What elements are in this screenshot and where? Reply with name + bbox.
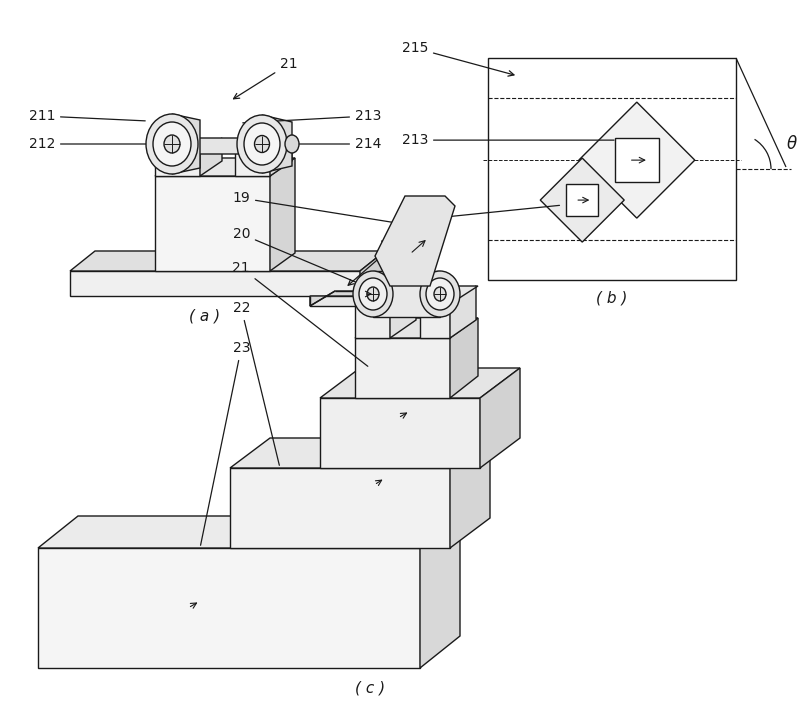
Text: 215: 215	[402, 41, 514, 76]
Polygon shape	[172, 114, 200, 174]
Ellipse shape	[153, 122, 191, 166]
Polygon shape	[450, 286, 476, 338]
Polygon shape	[155, 151, 200, 176]
Polygon shape	[420, 301, 450, 338]
Polygon shape	[420, 516, 460, 668]
Polygon shape	[230, 438, 490, 468]
Ellipse shape	[164, 135, 180, 153]
Polygon shape	[310, 291, 360, 306]
Ellipse shape	[367, 287, 379, 301]
Polygon shape	[375, 196, 455, 286]
Polygon shape	[566, 184, 598, 216]
Text: 23: 23	[201, 341, 250, 546]
Polygon shape	[310, 296, 360, 306]
Text: 214: 214	[245, 137, 382, 151]
Text: 21: 21	[234, 57, 298, 99]
Polygon shape	[270, 138, 292, 176]
Polygon shape	[450, 438, 490, 548]
Polygon shape	[270, 158, 295, 271]
Text: 215: 215	[348, 239, 406, 285]
Polygon shape	[578, 102, 694, 218]
Ellipse shape	[359, 278, 387, 310]
Polygon shape	[38, 516, 460, 548]
Polygon shape	[355, 286, 478, 304]
Ellipse shape	[353, 271, 393, 317]
Polygon shape	[320, 368, 520, 398]
Ellipse shape	[285, 135, 299, 153]
Text: 211: 211	[29, 109, 146, 123]
Polygon shape	[320, 398, 480, 468]
Polygon shape	[390, 286, 416, 338]
Ellipse shape	[237, 115, 287, 173]
Ellipse shape	[254, 135, 270, 153]
Text: 21: 21	[232, 261, 368, 367]
Ellipse shape	[146, 114, 198, 174]
Text: 22: 22	[233, 301, 279, 465]
Polygon shape	[373, 271, 440, 317]
Polygon shape	[480, 368, 520, 468]
Ellipse shape	[434, 287, 446, 301]
Polygon shape	[38, 548, 420, 668]
Ellipse shape	[426, 278, 454, 310]
Polygon shape	[355, 338, 450, 398]
Polygon shape	[155, 158, 295, 176]
Text: 212: 212	[29, 137, 150, 151]
Polygon shape	[540, 158, 624, 242]
Text: $\theta$: $\theta$	[786, 135, 798, 153]
Ellipse shape	[244, 123, 280, 165]
Polygon shape	[200, 138, 222, 176]
Polygon shape	[70, 251, 385, 271]
Polygon shape	[360, 251, 385, 296]
Polygon shape	[230, 468, 450, 548]
Polygon shape	[355, 318, 478, 338]
Polygon shape	[70, 271, 360, 296]
Polygon shape	[155, 138, 295, 154]
Text: ( c ): ( c )	[355, 680, 385, 695]
Polygon shape	[262, 115, 292, 173]
Polygon shape	[450, 318, 478, 398]
Text: 213: 213	[402, 133, 614, 147]
Polygon shape	[155, 176, 270, 271]
Text: 213: 213	[242, 109, 382, 123]
Text: 20: 20	[233, 227, 362, 285]
Text: 211: 211	[402, 205, 559, 227]
Text: ( b ): ( b )	[596, 291, 628, 306]
Polygon shape	[488, 58, 736, 280]
Polygon shape	[355, 301, 390, 338]
Polygon shape	[614, 138, 659, 182]
Text: ( a ): ( a )	[190, 309, 221, 324]
Ellipse shape	[420, 271, 460, 317]
Polygon shape	[235, 151, 270, 176]
Text: 19: 19	[232, 191, 426, 228]
